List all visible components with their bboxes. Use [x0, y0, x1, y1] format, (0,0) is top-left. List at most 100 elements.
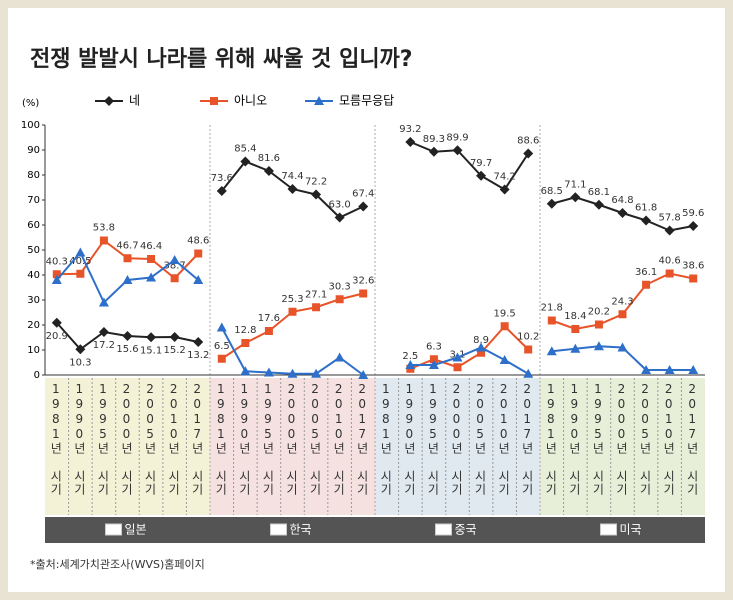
y-tick-label: 80 [27, 170, 40, 181]
marker [169, 332, 180, 342]
marker [123, 254, 132, 263]
data-label: 46.4 [140, 241, 162, 252]
marker [664, 225, 675, 236]
marker [217, 354, 226, 363]
marker [453, 363, 462, 372]
marker [499, 355, 510, 364]
marker [688, 221, 699, 231]
marker [641, 365, 652, 374]
marker [689, 274, 698, 283]
data-label: 15.2 [164, 345, 186, 356]
marker [311, 368, 322, 378]
marker [571, 325, 580, 333]
marker [664, 365, 675, 374]
marker [452, 352, 463, 362]
marker [617, 342, 628, 352]
marker [452, 145, 463, 156]
marker [429, 355, 438, 364]
y-tick-label: 0 [34, 370, 40, 381]
marker [76, 269, 85, 278]
data-label: 15.1 [140, 345, 162, 356]
flag [105, 523, 122, 536]
data-label: 93.2 [399, 124, 421, 135]
data-label: 15.6 [116, 344, 138, 355]
marker [52, 270, 61, 279]
x-tick-label: 1995년 시기 [260, 382, 275, 496]
x-tick-label: 1990년 시기 [567, 382, 582, 496]
data-label: 73.6 [211, 173, 233, 184]
x-tick-label: 1990년 시기 [402, 382, 417, 496]
data-label: 68.1 [588, 187, 610, 198]
marker [428, 146, 439, 157]
x-tick-label: 2017년 시기 [355, 382, 370, 496]
marker [51, 317, 62, 328]
data-label: 10.3 [69, 357, 91, 368]
flag [270, 523, 287, 536]
category-band [375, 378, 540, 515]
category-band [45, 378, 210, 515]
data-label: 36.1 [635, 267, 657, 278]
panel-label-bg [540, 517, 705, 543]
marker [334, 352, 345, 362]
data-label: 20.9 [46, 331, 68, 342]
data-label: 40.3 [46, 256, 68, 267]
marker [405, 360, 416, 369]
panel-label: 일본 [124, 523, 146, 537]
marker [264, 327, 273, 335]
legend-label: 아니오 [234, 94, 267, 108]
data-label: 89.3 [423, 134, 445, 145]
marker [500, 322, 509, 331]
x-tick-label: 2010년 시기 [496, 382, 511, 496]
x-tick-label: 2005년 시기 [638, 382, 653, 496]
data-label: 67.4 [352, 189, 374, 200]
data-label: 17.6 [258, 313, 280, 324]
y-tick-label: 90 [27, 145, 40, 156]
marker [618, 310, 627, 319]
marker [570, 192, 581, 203]
data-label: 71.1 [564, 179, 586, 190]
legend-label: 모름무응답 [339, 94, 394, 108]
marker [311, 189, 322, 200]
y-tick-label: 70 [27, 195, 40, 206]
y-tick-label: 40 [27, 270, 40, 281]
marker [546, 346, 557, 356]
x-tick-label: 2010년 시기 [661, 382, 676, 496]
marker [335, 295, 344, 304]
marker [240, 366, 251, 376]
series-line [409, 141, 530, 191]
source: *출처:세계가치관조사(WVS)홈페이지 [30, 557, 205, 571]
x-tick-label: 2010년 시기 [331, 382, 346, 496]
marker [122, 275, 133, 284]
y-tick-label: 30 [27, 295, 40, 306]
y-tick-label: 10 [27, 345, 40, 356]
marker [570, 343, 581, 353]
data-label: 85.4 [234, 144, 256, 155]
marker [99, 236, 108, 245]
data-label: 6.5 [214, 341, 230, 352]
marker [593, 341, 604, 351]
data-label: 72.2 [305, 177, 327, 188]
data-label: 53.8 [93, 223, 115, 234]
marker [263, 166, 274, 176]
x-tick-label: 2005년 시기 [308, 382, 323, 496]
marker [358, 370, 369, 379]
data-label: 6.3 [426, 341, 442, 352]
marker [523, 368, 534, 378]
data-label: 74.4 [281, 171, 303, 182]
data-label: 88.6 [517, 136, 539, 147]
data-label: 40.5 [69, 256, 91, 267]
marker [51, 275, 62, 284]
data-label: 79.7 [470, 158, 492, 169]
panel-label-bg [210, 517, 375, 543]
marker [210, 97, 218, 105]
marker [147, 255, 156, 263]
data-label: 64.8 [611, 195, 633, 206]
y-tick-label: 100 [21, 120, 40, 131]
marker [216, 186, 227, 196]
marker [263, 367, 274, 377]
x-tick-label: 2000년 시기 [119, 382, 134, 496]
marker [170, 274, 179, 283]
marker [98, 327, 109, 337]
